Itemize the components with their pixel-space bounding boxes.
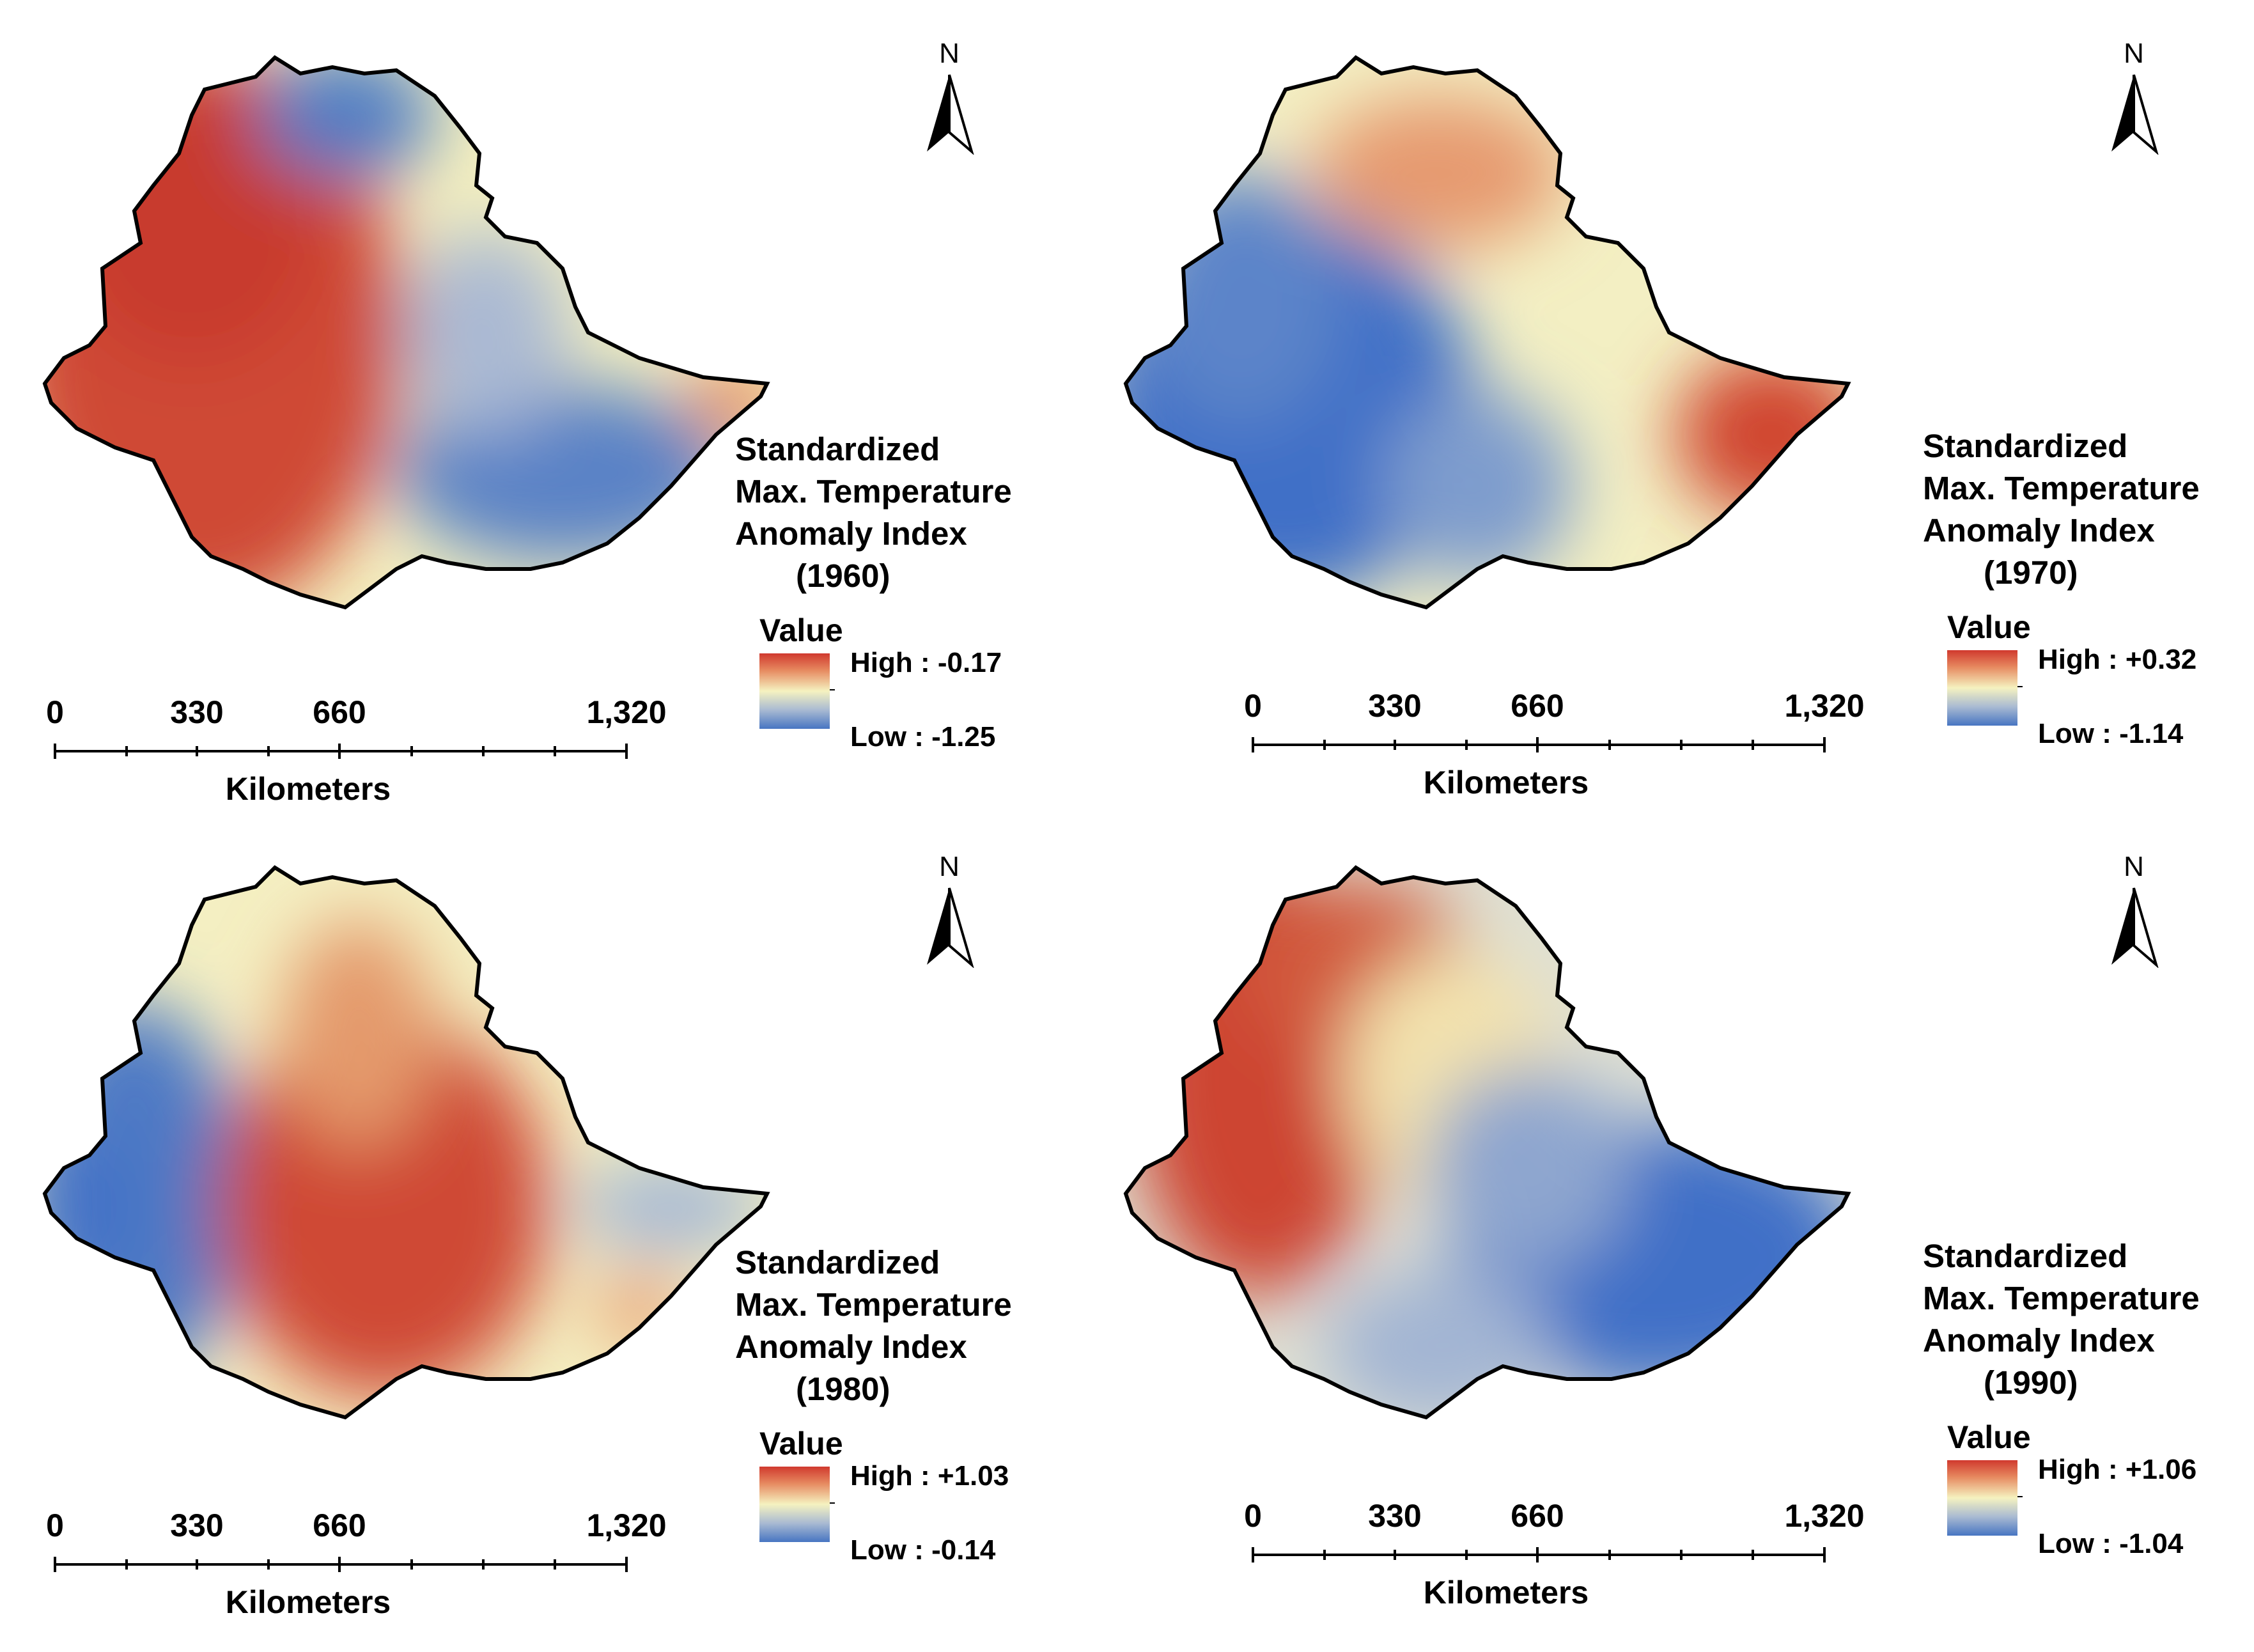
legend-value-heading: Value: [1947, 609, 2031, 645]
scale-unit: Kilometers: [225, 1584, 391, 1620]
scale-label-660: 660: [1511, 688, 1564, 724]
legend-year: (1970): [1984, 554, 2078, 591]
scale-unit: Kilometers: [1423, 1575, 1589, 1610]
scale-bar-line: [54, 1557, 628, 1572]
ramp-mid-tick: [2017, 1496, 2023, 1497]
legend-year: (1990): [1984, 1364, 2078, 1401]
scale-label-1320: 1,320: [586, 694, 667, 730]
scale-bar-line: [1252, 737, 1826, 752]
map-panel-1990: N Standardized Max. Temperature Anomaly …: [1127, 826, 2254, 1652]
legend-title-line2: Max. Temperature: [1923, 470, 2200, 506]
legend-title-line3: Anomaly Index: [735, 515, 967, 552]
map-panel-1970: N Standardized Max. Temperature Anomaly …: [1127, 0, 2254, 826]
north-label: N: [939, 851, 960, 882]
scale-label-0: 0: [46, 1508, 64, 1543]
north-arrow: N: [921, 852, 978, 979]
north-arrow: N: [921, 38, 978, 166]
map-panel-1980: N Standardized Max. Temperature Anomaly …: [0, 826, 1127, 1652]
north-arrow: N: [2105, 852, 2163, 979]
north-arrow-icon: [927, 887, 974, 968]
legend-title-line2: Max. Temperature: [735, 473, 1012, 510]
color-ramp-swatch: [759, 1467, 830, 1542]
north-arrow-icon: [2111, 887, 2159, 968]
color-ramp-swatch: [1947, 1460, 2017, 1536]
legend-title-line3: Anomaly Index: [735, 1329, 967, 1365]
legend-title-line2: Max. Temperature: [1923, 1280, 2200, 1316]
north-label: N: [2124, 851, 2144, 882]
legend-year: (1960): [796, 557, 890, 594]
scale-bar: 0 330 660 1,320 Kilometers: [32, 1507, 666, 1635]
scale-bar: 0 330 660 1,320 Kilometers: [1230, 1497, 1864, 1625]
legend-title-line1: Standardized: [735, 431, 940, 467]
color-ramp-swatch: [759, 653, 830, 729]
legend-color-ramp: High : +0.32 Low : -1.14: [1947, 644, 2200, 749]
legend-value-heading: Value: [759, 1426, 843, 1461]
scale-bar-line: [54, 744, 628, 759]
legend-year: (1980): [796, 1371, 890, 1407]
legend-title-line2: Max. Temperature: [735, 1286, 1012, 1323]
scale-label-0: 0: [1244, 1498, 1262, 1534]
scale-label-330: 330: [1368, 688, 1422, 724]
north-arrow-icon: [2111, 74, 2159, 155]
ramp-mid-tick: [2017, 686, 2023, 687]
legend-low-value: Low : -1.04: [2038, 1528, 2184, 1559]
legend-title-line1: Standardized: [1923, 1238, 2128, 1274]
color-ramp-swatch: [1947, 650, 2017, 726]
north-label: N: [939, 38, 960, 69]
legend-title-line3: Anomaly Index: [1923, 512, 2155, 549]
scale-label-330: 330: [170, 694, 224, 730]
scale-label-0: 0: [46, 694, 64, 730]
map-panel-1960: N Standardized Max. Temperature Anomaly …: [0, 0, 1127, 826]
choropleth-map-1960: [0, 0, 805, 639]
legend-color-ramp: High : -0.17 Low : -1.25: [759, 647, 1012, 752]
legend-title-line3: Anomaly Index: [1923, 1322, 2155, 1359]
legend-1960: Standardized Max. Temperature Anomaly In…: [735, 428, 1012, 752]
legend-low-value: Low : -0.14: [850, 1534, 996, 1566]
scale-label-660: 660: [313, 694, 366, 730]
scale-label-0: 0: [1244, 688, 1262, 724]
scale-bar-line: [1252, 1547, 1826, 1562]
legend-1980: Standardized Max. Temperature Anomaly In…: [735, 1242, 1012, 1566]
legend-title-line1: Standardized: [1923, 428, 2128, 464]
legend-title-line1: Standardized: [735, 1244, 940, 1281]
ramp-mid-tick: [830, 689, 835, 690]
ramp-mid-tick: [830, 1502, 835, 1504]
north-label: N: [2124, 38, 2144, 69]
legend-color-ramp: High : +1.06 Low : -1.04: [1947, 1454, 2200, 1559]
legend-high-value: High : -0.17: [850, 647, 1002, 678]
scale-bar: 0 330 660 1,320 Kilometers: [1230, 687, 1864, 815]
scale-bar: 0 330 660 1,320 Kilometers: [32, 694, 666, 822]
legend-high-value: High : +1.03: [850, 1460, 1009, 1492]
scale-unit: Kilometers: [225, 771, 391, 807]
legend-value-heading: Value: [759, 612, 843, 648]
scale-label-1320: 1,320: [1784, 688, 1865, 724]
legend-color-ramp: High : +1.03 Low : -0.14: [759, 1460, 1012, 1566]
scale-label-1320: 1,320: [586, 1508, 667, 1543]
legend-low-value: Low : -1.25: [850, 721, 996, 752]
scale-label-330: 330: [170, 1508, 224, 1543]
legend-low-value: Low : -1.14: [2038, 718, 2184, 749]
legend-value-heading: Value: [1947, 1419, 2031, 1455]
north-arrow-icon: [927, 74, 974, 155]
choropleth-map-1970: [1081, 0, 1886, 639]
scale-unit: Kilometers: [1423, 765, 1589, 800]
scale-label-330: 330: [1368, 1498, 1422, 1534]
scale-label-660: 660: [313, 1508, 366, 1543]
scale-label-660: 660: [1511, 1498, 1564, 1534]
north-arrow: N: [2105, 38, 2163, 166]
legend-1990: Standardized Max. Temperature Anomaly In…: [1923, 1235, 2200, 1559]
choropleth-map-1980: [0, 810, 805, 1449]
scale-label-1320: 1,320: [1784, 1498, 1865, 1534]
legend-high-value: High : +0.32: [2038, 644, 2197, 675]
legend-1970: Standardized Max. Temperature Anomaly In…: [1923, 425, 2200, 749]
choropleth-map-1990: [1081, 810, 1886, 1449]
legend-high-value: High : +1.06: [2038, 1454, 2197, 1485]
